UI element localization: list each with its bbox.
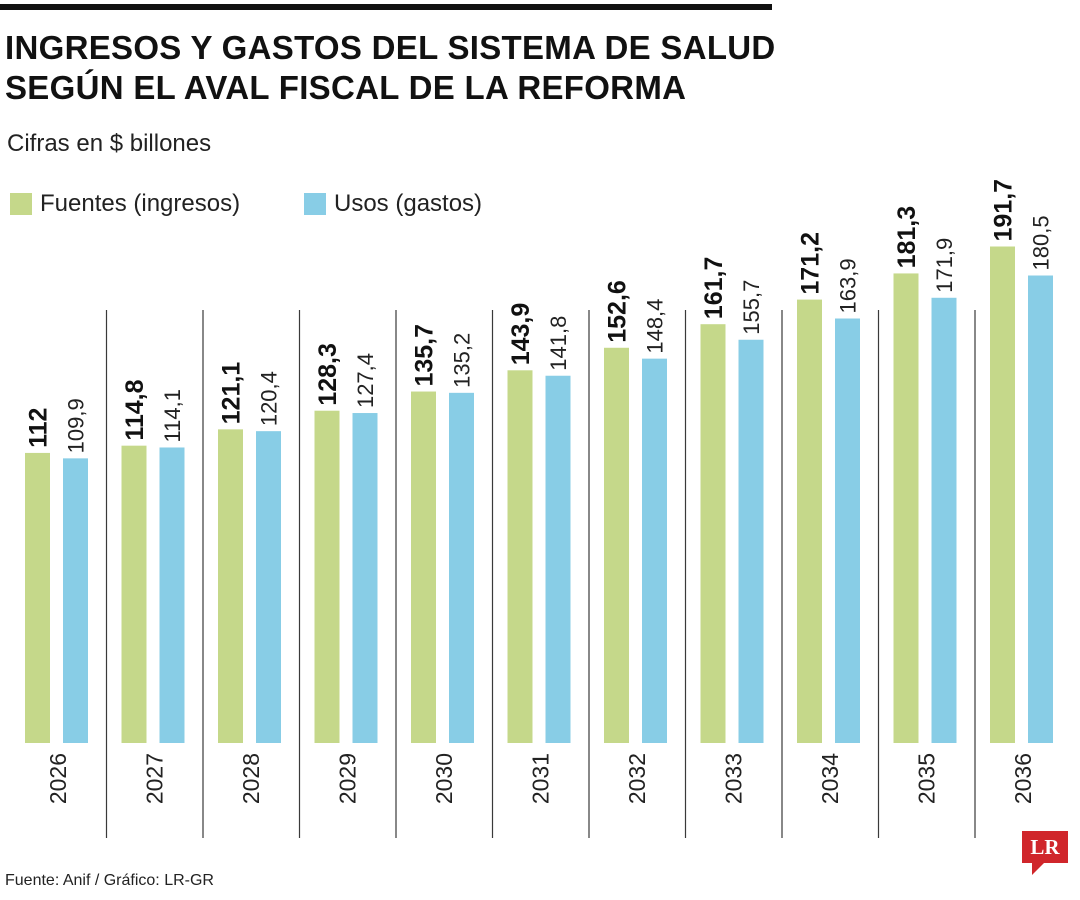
x-tick-label-2030: 2030 [431,753,457,804]
data-label-expense-2034: 163,9 [836,258,861,313]
data-label-income-2035: 181,3 [893,206,921,269]
legend-item-income: Fuentes (ingresos) [10,190,240,218]
chart-subtitle: Cifras en $ billones [7,130,212,157]
bar-income-2029 [314,410,340,743]
data-label-expense-2030: 135,2 [450,333,475,388]
data-label-expense-2027: 114,1 [160,389,185,442]
bar-income-2036 [990,246,1015,743]
page-title: INGRESOS Y GASTOS DEL SISTEMA DE SALUD S… [5,28,776,108]
legend-item-expense: Usos (gastos) [304,190,482,218]
bar-income-2027 [121,445,147,743]
x-tick-label-2028: 2028 [238,753,264,804]
title-line-2: SEGÚN EL AVAL FISCAL DE LA REFORMA [5,69,687,106]
legend-swatch-expense [304,193,326,215]
bar-expense-2027 [159,447,185,743]
x-tick-label-2029: 2029 [335,753,361,804]
bar-expense-2026 [63,458,88,743]
data-label-income-2032: 152,6 [604,280,632,343]
data-label-income-2029: 128,3 [314,343,342,406]
bar-income-2034 [797,299,822,743]
bar-expense-2033 [738,339,764,743]
bar-income-2032 [604,347,629,743]
bar-income-2026 [25,452,50,743]
data-label-expense-2026: 109,9 [64,398,89,453]
bar-expense-2030 [449,392,474,743]
bar-income-2033 [700,324,726,743]
data-label-income-2026: 112 [25,408,53,448]
legend-swatch-income [10,193,32,215]
x-tick-label-2036: 2036 [1010,753,1036,804]
data-label-expense-2033: 155,7 [739,280,764,335]
title-line-1: INGRESOS Y GASTOS DEL SISTEMA DE SALUD [5,29,776,66]
top-rule [0,4,772,10]
data-label-income-2031: 143,9 [507,303,535,366]
data-label-expense-2031: 141,8 [546,316,571,371]
legend-label-expense: Usos (gastos) [334,190,483,217]
data-label-expense-2032: 148,4 [643,299,668,354]
x-tick-label-2026: 2026 [45,753,71,804]
data-label-income-2030: 135,7 [411,324,439,387]
data-label-income-2028: 121,1 [218,362,246,425]
lr-logo: LR [1022,831,1068,875]
bar-expense-2036 [1028,275,1053,743]
data-label-income-2036: 191,7 [990,179,1018,242]
data-label-income-2027: 114,8 [121,379,149,440]
source-note: Fuente: Anif / Gráfico: LR-GR [5,872,214,889]
bar-expense-2035 [931,297,957,743]
bar-income-2035 [893,273,919,743]
data-label-expense-2036: 180,5 [1029,215,1054,270]
bar-expense-2028 [256,431,281,743]
data-label-expense-2035: 171,9 [932,238,957,293]
x-tick-label-2034: 2034 [817,753,843,804]
data-label-income-2034: 171,2 [797,232,825,295]
data-label-income-2033: 161,7 [700,257,728,320]
x-tick-label-2032: 2032 [624,753,650,804]
logo-text: LR [1030,835,1060,859]
bar-income-2028 [218,429,243,743]
data-label-expense-2028: 120,4 [257,371,282,426]
legend-label-income: Fuentes (ingresos) [40,190,241,217]
x-tick-label-2033: 2033 [721,753,747,804]
bar-income-2031 [507,370,533,743]
bar-expense-2034 [835,318,860,743]
x-tick-label-2027: 2027 [142,753,168,804]
x-tick-label-2035: 2035 [914,753,940,804]
x-tick-label-2031: 2031 [528,753,554,804]
bar-income-2030 [411,391,436,743]
bar-expense-2029 [352,413,378,743]
bar-expense-2032 [642,358,667,743]
data-label-expense-2029: 127,4 [353,353,378,408]
bar-expense-2031 [545,375,571,743]
